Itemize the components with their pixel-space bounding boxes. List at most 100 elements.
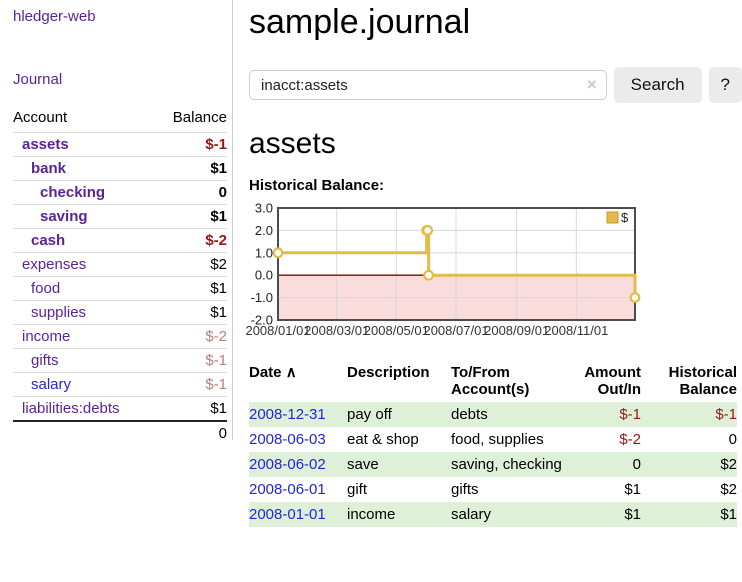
svg-text:3.0: 3.0 — [255, 201, 273, 216]
transaction-amount: $1 — [624, 481, 641, 498]
account-row: food $1 — [13, 276, 227, 301]
account-row: gifts $-1 — [13, 348, 227, 373]
brand-link[interactable]: hledger-web — [13, 8, 96, 25]
transaction-date-link[interactable]: 2008-06-01 — [249, 481, 326, 498]
account-link[interactable]: cash — [31, 232, 66, 249]
account-row: salary $-1 — [13, 372, 227, 397]
account-balance: $1 — [154, 204, 227, 229]
transaction-description: income — [347, 506, 396, 523]
svg-text:2.0: 2.0 — [255, 223, 273, 238]
account-link[interactable]: gifts — [31, 352, 59, 369]
search-button[interactable]: Search — [613, 67, 702, 103]
accounts-total-row: 0 — [13, 420, 227, 445]
account-balance: $-1 — [154, 372, 227, 397]
accounts-total-spacer — [13, 420, 155, 445]
register-row: 2008-06-03 eat & shop food, supplies $-2… — [249, 427, 737, 452]
account-link[interactable]: food — [31, 280, 61, 297]
sidebar-item-journal[interactable]: Journal — [13, 71, 63, 88]
account-balance: $1 — [154, 276, 227, 301]
account-balance: $1 — [154, 300, 227, 325]
account-link[interactable]: salary — [31, 376, 72, 393]
account-link[interactable]: bank — [31, 160, 67, 177]
help-button[interactable]: ? — [708, 67, 742, 103]
page-title: sample.journal — [249, 3, 471, 41]
accounts-header-row: Account Balance — [13, 105, 227, 133]
sidebar: hledger-web Journal Account Balance asse… — [0, 0, 233, 445]
account-link[interactable]: expenses — [22, 256, 87, 273]
account-row: income $-2 — [13, 324, 227, 349]
svg-text:2008/09/01: 2008/09/01 — [484, 323, 549, 338]
account-row: supplies $1 — [13, 300, 227, 325]
svg-text:0.0: 0.0 — [255, 268, 273, 283]
account-balance: $-1 — [154, 132, 227, 157]
account-balance: 0 — [154, 180, 227, 205]
account-link[interactable]: assets — [22, 136, 69, 153]
register-col-description: Description — [347, 364, 430, 381]
register-col-date-label: Date — [249, 364, 282, 381]
register-col-balance: Historical Balance — [668, 364, 737, 398]
transaction-balance: $2 — [720, 481, 737, 498]
register-header-row: Date ∧ Description To/From Account(s) Am… — [249, 360, 737, 402]
transaction-date-link[interactable]: 2008-06-02 — [249, 456, 326, 473]
svg-text:1.0: 1.0 — [255, 245, 273, 260]
historical-balance-chart: 2008/01/012008/03/012008/05/012008/07/01… — [245, 201, 641, 338]
account-row: expenses $2 — [13, 252, 227, 277]
account-link[interactable]: supplies — [31, 304, 87, 321]
register-row: 2008-06-02 save saving, checking 0 $2 — [249, 452, 737, 477]
search-box: × — [249, 70, 607, 100]
main-content: sample.journal × Search ? assets Histori… — [245, 0, 742, 527]
register-col-amount: Amount Out/In — [584, 364, 641, 398]
accounts-col-balance: Balance — [172, 109, 227, 126]
account-row: liabilities:debts $1 — [13, 396, 227, 421]
accounts-table: Account Balance assets $-1 bank $1 check… — [13, 105, 227, 445]
account-balance: $2 — [154, 252, 227, 277]
account-link[interactable]: saving — [40, 208, 88, 225]
register-table: Date ∧ Description To/From Account(s) Am… — [249, 360, 737, 527]
account-balance: $-1 — [154, 348, 227, 373]
register-col-accounts: To/From Account(s) — [451, 364, 530, 398]
account-row: cash $-2 — [13, 228, 227, 253]
transaction-description: save — [347, 456, 379, 473]
transaction-date-link[interactable]: 2008-12-31 — [249, 406, 326, 423]
transaction-accounts: food, supplies — [451, 431, 544, 448]
register-row: 2008-06-01 gift gifts $1 $2 — [249, 477, 737, 502]
account-balance: $-2 — [154, 228, 227, 253]
chart-title: Historical Balance: — [249, 177, 385, 194]
svg-text:$: $ — [621, 210, 629, 225]
account-heading: assets — [249, 127, 336, 160]
transaction-amount: $-1 — [619, 406, 641, 423]
transaction-amount: 0 — [632, 456, 641, 473]
account-link[interactable]: checking — [40, 184, 106, 201]
search-form: × Search ? — [249, 67, 742, 103]
search-input[interactable] — [249, 70, 607, 100]
account-balance: $-2 — [154, 324, 227, 349]
transaction-accounts: gifts — [451, 481, 479, 498]
register-col-date[interactable]: Date ∧ — [249, 360, 347, 402]
transaction-description: eat & shop — [347, 431, 419, 448]
svg-text:2008/11/01: 2008/11/01 — [544, 323, 608, 338]
sort-ascending-icon: ∧ — [285, 364, 297, 381]
transaction-accounts: salary — [451, 506, 492, 523]
account-link[interactable]: liabilities:debts — [22, 400, 120, 417]
register-row: 2008-12-31 pay off debts $-1 $-1 — [249, 402, 737, 427]
transaction-date-link[interactable]: 2008-01-01 — [249, 506, 326, 523]
account-link[interactable]: income — [22, 328, 71, 345]
transaction-accounts: debts — [451, 406, 488, 423]
accounts-total-value: 0 — [154, 420, 227, 445]
transaction-amount: $-2 — [619, 431, 641, 448]
accounts-col-account: Account — [13, 109, 68, 126]
transaction-balance: $2 — [720, 456, 737, 473]
account-row: saving $1 — [13, 204, 227, 229]
svg-text:2008/01/01: 2008/01/01 — [245, 323, 310, 338]
transaction-date-link[interactable]: 2008-06-03 — [249, 431, 326, 448]
transaction-accounts: saving, checking — [451, 456, 562, 473]
account-row: bank $1 — [13, 156, 227, 181]
transaction-description: gift — [347, 481, 368, 498]
svg-text:-2.0: -2.0 — [251, 313, 273, 328]
account-row: assets $-1 — [13, 132, 227, 157]
clear-search-icon[interactable]: × — [586, 75, 597, 95]
register-row: 2008-01-01 income salary $1 $1 — [249, 502, 737, 527]
transaction-amount: $1 — [624, 506, 641, 523]
account-row: checking 0 — [13, 180, 227, 205]
transaction-balance: $1 — [720, 506, 737, 523]
